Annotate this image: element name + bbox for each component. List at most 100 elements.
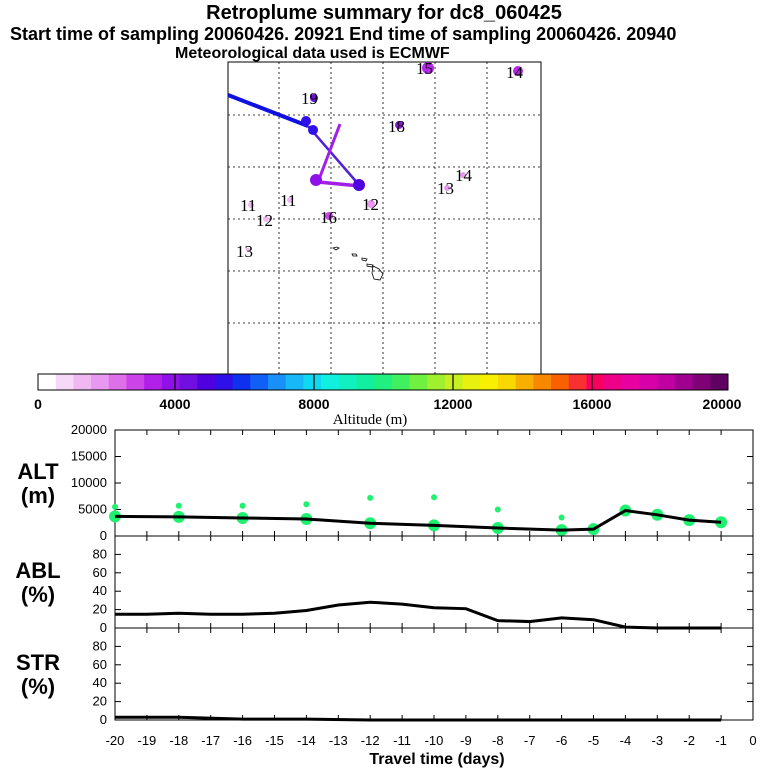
x-tick-label: -14: [297, 733, 316, 748]
upper-plume-dot: [558, 514, 565, 521]
upper-plume-dot: [367, 494, 374, 501]
y-tick-label: 60: [93, 565, 107, 580]
colorbar-swatch: [409, 374, 428, 390]
x-tick-label: -7: [524, 733, 536, 748]
x-tick-label: -9: [460, 733, 472, 748]
y-tick-label: 15000: [71, 449, 107, 464]
x-tick-label: -18: [169, 733, 188, 748]
colorbar-swatch: [674, 374, 694, 390]
panel-label: ALT: [17, 459, 59, 484]
y-tick-label: 20: [93, 694, 107, 709]
colorbar-tick-label: 8000: [298, 396, 329, 412]
colorbar-tick-label: 16000: [573, 396, 612, 412]
track-purple-a: [316, 123, 342, 183]
colorbar-swatch: [480, 374, 499, 390]
x-tick-label: -11: [393, 733, 411, 748]
map-label: 12: [362, 195, 379, 214]
x-tick-label: -3: [652, 733, 664, 748]
y-tick-label: 40: [93, 583, 107, 598]
colorbar-swatch: [462, 374, 481, 390]
track-violet: [307, 125, 361, 187]
x-tick-label: -10: [425, 733, 444, 748]
y-tick-label: 80: [93, 638, 107, 653]
map-label: 13: [437, 179, 454, 198]
panel-unit-label: (m): [21, 483, 55, 508]
x-tick-label: -4: [620, 733, 632, 748]
map-label: 14: [455, 166, 473, 185]
map-label: 12: [256, 211, 273, 230]
colorbar-swatch: [108, 374, 127, 390]
upper-plume-dot: [494, 506, 501, 513]
centroid-day-2: [353, 179, 365, 191]
map-frame: [227, 61, 542, 375]
x-tick-label: -19: [138, 733, 157, 748]
x-tick-label: -1: [715, 733, 727, 748]
map-label: 16: [320, 208, 337, 227]
centroid-14-top: [513, 66, 523, 76]
map-label: 15: [416, 59, 433, 78]
colorbar-swatch: [303, 374, 322, 390]
colorbar-tick-label: 0: [34, 396, 42, 412]
x-axis-title: Travel time (days): [369, 751, 504, 768]
x-tick-label: -17: [201, 733, 220, 748]
panel-unit-label: (%): [21, 582, 55, 607]
colorbar-swatch: [604, 374, 623, 390]
centroid-11-mid: [287, 197, 293, 203]
colorbar-swatch: [268, 374, 287, 390]
colorbar-swatch: [710, 374, 729, 390]
plume-centroids: [246, 62, 523, 252]
map-label: 18: [388, 117, 405, 136]
upper-plume-dot: [431, 494, 437, 501]
y-tick-label: 0: [100, 528, 107, 543]
colorbar-swatch: [179, 374, 198, 390]
map-label: 11: [240, 196, 256, 215]
x-tick-label: -16: [233, 733, 252, 748]
colorbar-swatch: [639, 374, 658, 390]
panel-label: STR: [16, 650, 60, 675]
y-tick-label: 5000: [78, 502, 107, 517]
y-tick-label: 80: [93, 546, 107, 561]
panel-label: ABL: [15, 558, 60, 583]
colorbar-swatch: [321, 374, 340, 390]
colorbar-tick-label: 12000: [434, 396, 473, 412]
map-label: 13: [236, 242, 253, 261]
colorbar-swatch: [498, 374, 517, 390]
colorbar-swatch: [568, 374, 587, 390]
centroid-12-left: [263, 216, 269, 222]
centroid-12-right: [367, 200, 375, 208]
x-tick-label: -15: [265, 733, 284, 748]
y-tick-label: 0: [100, 712, 107, 727]
centroid-15: [422, 62, 434, 74]
y-tick-label: 20000: [71, 422, 107, 437]
x-tick-label: -13: [329, 733, 348, 748]
colorbar-swatch: [621, 374, 640, 390]
abl-fraction-line: [115, 600, 722, 630]
colorbar-swatch: [427, 374, 446, 390]
x-tick-label: -2: [683, 733, 695, 748]
x-tick-label: -20: [106, 733, 125, 748]
colorbar-swatch: [73, 374, 92, 390]
colorbar-swatch: [586, 374, 605, 390]
colorbar-tick-label: 4000: [159, 396, 190, 412]
upper-plume-dot: [303, 501, 310, 508]
y-tick-label: 0: [100, 620, 107, 635]
x-tick-label: -8: [492, 733, 504, 748]
colorbar-swatch: [232, 374, 251, 390]
map-panel: 15 14 19 18 14 13 12 11 11 12 16 13: [227, 59, 542, 375]
upper-plume-dot: [112, 503, 118, 510]
altitude-colorbar: [37, 373, 729, 391]
map-label: 11: [280, 191, 296, 210]
colorbar-swatch: [391, 374, 410, 390]
colorbar-swatch: [214, 374, 234, 390]
centroid-cluster-b: [308, 125, 318, 135]
centroid-14-right: [460, 172, 466, 178]
track-purple-b: [317, 180, 361, 188]
colorbar-swatch: [55, 374, 74, 390]
colorbar-swatch: [692, 374, 711, 390]
colorbar-swatch: [374, 374, 393, 390]
upper-plume-dot: [239, 502, 246, 509]
meteorology-source: Meteorological data used is ECMWF: [175, 45, 450, 62]
colorbar-swatch: [444, 374, 464, 390]
time-series-panels: 05000100001500020000ALT(m)020406080ABL(%…: [15, 422, 756, 768]
